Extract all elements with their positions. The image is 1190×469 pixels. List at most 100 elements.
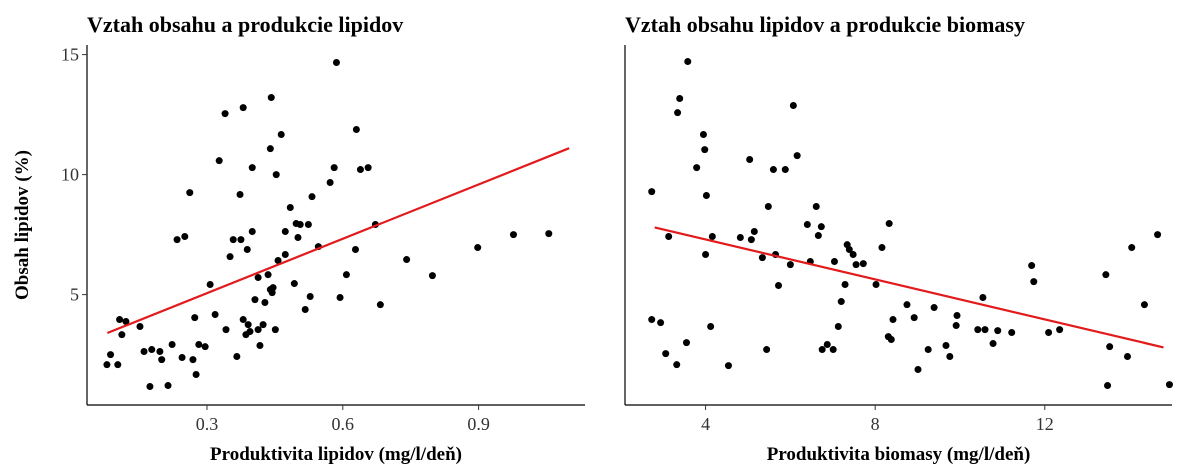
point [330,164,338,172]
point [261,299,269,307]
point [146,383,154,391]
point [1030,278,1038,286]
point [237,236,245,244]
point [914,365,922,373]
point [852,261,860,269]
y-tick-label: 15 [61,45,79,65]
point [136,323,144,331]
point [403,256,411,264]
point [1102,271,1110,279]
y-axis-label: Obsah lipidov (%) [12,150,33,300]
point [702,191,710,199]
point [774,281,782,289]
point [702,251,710,259]
point [708,233,716,241]
x-axis-label: Produktivita lipidov (mg/l/deň) [210,444,462,465]
point [930,304,938,312]
point [221,110,229,118]
point [226,253,234,261]
point [793,152,801,160]
point [989,340,997,348]
point [301,305,309,313]
point [251,296,259,304]
point [290,280,298,288]
point [910,314,918,322]
point [195,341,203,349]
point [750,227,758,235]
point [747,236,755,244]
point [118,331,126,339]
point [244,321,252,329]
point [849,251,857,259]
point [952,322,960,330]
point [332,59,340,67]
point [657,319,665,327]
point [830,257,838,265]
point [201,343,209,351]
point [1056,326,1064,334]
point [296,221,304,229]
point [336,293,344,301]
point [859,260,867,268]
x-tick-label: 4 [701,414,710,434]
x-axis-label: Produktivita biomasy (mg/l/deň) [767,444,1031,465]
point [724,362,732,370]
point [215,157,223,165]
point [763,346,771,354]
point [191,314,199,322]
point [239,316,247,324]
point [342,271,350,279]
point [1165,381,1173,389]
point [259,321,267,329]
point [812,203,820,211]
point [269,284,277,292]
point [981,326,989,334]
point [676,95,684,103]
point [236,191,244,199]
point [352,125,360,133]
point [351,245,359,253]
point [942,341,950,349]
point [254,274,262,282]
point [974,326,982,334]
point [206,281,214,289]
point [903,301,911,309]
x-tick-label: 0.9 [467,414,490,434]
point [248,164,256,172]
point [1154,231,1162,239]
point [376,301,384,309]
point [274,257,282,265]
point [168,341,176,349]
point [277,131,285,139]
point [266,145,274,153]
point [189,356,197,364]
point [817,223,825,231]
chart-title: Vztah obsahu lipidov a produkcie biomasy [625,12,1025,37]
trend-line [106,147,570,335]
point [286,203,294,211]
y-tick-label: 10 [61,165,79,185]
point [662,350,670,358]
point [994,327,1002,335]
x-tick-label: 12 [1036,414,1054,434]
point [281,227,289,235]
point [674,109,682,117]
point [186,189,194,197]
point [192,371,200,379]
point [222,326,230,334]
point [116,316,124,324]
point [701,146,709,154]
point [233,353,241,361]
point [1008,329,1016,337]
point [114,361,122,369]
point [665,233,673,241]
point [103,361,111,369]
point [887,335,895,343]
point [122,317,130,325]
point [648,316,656,324]
point [758,254,766,262]
point [878,244,886,252]
point [1123,353,1131,361]
point [789,101,797,109]
